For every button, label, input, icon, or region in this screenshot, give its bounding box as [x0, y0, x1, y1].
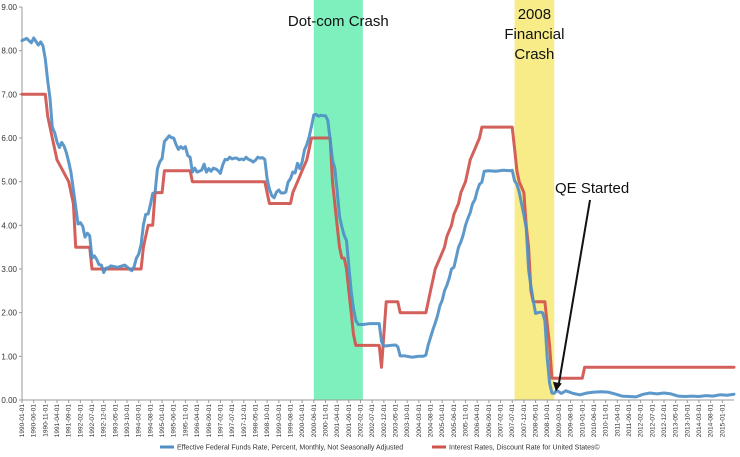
- axes: [19, 6, 734, 403]
- x-tick-label: 1995-11-01: [182, 404, 189, 437]
- x-tick-label: 2009-03-01: [556, 404, 563, 438]
- x-tick-label: 2013-10-01: [684, 404, 691, 438]
- x-tick-label: 1995-01-01: [159, 404, 166, 438]
- x-tick-label: 2010-11-01: [603, 404, 610, 437]
- x-tick-label: 1997-02-01: [217, 404, 224, 438]
- x-tick-label: 2000-11-01: [322, 404, 329, 437]
- x-tick-label: 2001-04-01: [334, 404, 341, 438]
- x-tick-label: 1992-12-01: [101, 404, 108, 438]
- x-tick-label: 2006-04-01: [474, 404, 481, 438]
- y-tick-label: 0.00: [1, 396, 17, 405]
- legend-label-2: Interest Rates, Discount Rate for United…: [449, 444, 601, 452]
- x-tick-labels: 1990-01-01 1990-06-01 1990-11-01 1991-04-01…: [19, 404, 726, 438]
- x-tick-label: 2003-05-01: [393, 404, 400, 438]
- y-tick-label: 9.00: [1, 3, 17, 12]
- x-tick-label: 2003-10-01: [404, 404, 411, 438]
- x-tick-label: 1990-11-01: [42, 404, 49, 437]
- x-tick-label: 1997-12-01: [241, 404, 248, 438]
- x-tick-label: 2009-08-01: [568, 404, 575, 438]
- x-tick-label: 1998-10-01: [264, 404, 271, 438]
- x-tick-label: 2005-11-01: [463, 404, 470, 437]
- annotation-arrow-line: [557, 199, 591, 384]
- series-line-2: [20, 92, 736, 380]
- x-tick-label: 2002-12-01: [381, 404, 388, 438]
- x-tick-label: 1999-08-01: [287, 404, 294, 438]
- x-tick-label: 2007-12-01: [521, 404, 528, 438]
- x-tick-label: 1992-02-01: [77, 404, 84, 438]
- x-tick-label: 2011-09-01: [626, 404, 633, 437]
- x-tick-label: 1993-10-01: [124, 404, 131, 438]
- y-tick-label: 7.00: [1, 90, 17, 99]
- x-tick-label: 1997-07-01: [229, 404, 236, 438]
- x-tick-label: 2012-07-01: [649, 404, 656, 438]
- y-tick-label: 2.00: [1, 309, 17, 318]
- x-tick-label: 1994-03-01: [136, 404, 143, 438]
- x-tick-label: 2012-12-01: [661, 404, 668, 438]
- band-label-1: Dot-com Crash: [288, 13, 389, 30]
- series-lines: [20, 36, 736, 399]
- band-label-2-line-1: 2008: [518, 6, 551, 23]
- y-tick-label: 8.00: [1, 47, 17, 56]
- x-tick-label: 1994-08-01: [147, 404, 154, 438]
- x-tick-label: 2000-01-01: [299, 404, 306, 438]
- legend-label-1: Effective Federal Funds Rate, Percent, M…: [177, 445, 403, 452]
- x-tick-label: 1998-05-01: [252, 404, 259, 438]
- x-tick-label: 2015-01-01: [719, 404, 726, 438]
- x-tick-label: 2005-06-01: [451, 404, 458, 438]
- x-tick-label: 1991-04-01: [54, 404, 61, 438]
- x-tick-label: 2004-08-01: [428, 404, 435, 438]
- x-tick-label: 2008-05-01: [533, 404, 540, 438]
- annotation-arrow-head: [552, 381, 562, 392]
- x-tick-label: 1991-09-01: [66, 404, 73, 438]
- series-line-1: [20, 36, 736, 399]
- x-tick-label: 2007-02-01: [498, 404, 505, 438]
- x-tick-label: 1996-09-01: [206, 404, 213, 438]
- x-tick-label: 2010-01-01: [579, 404, 586, 438]
- x-tick-label: 1990-01-01: [19, 404, 26, 438]
- x-tick-label: 1993-05-01: [112, 404, 119, 438]
- annotation-qe-started: QE Started: [555, 180, 629, 197]
- x-tick-label: 2008-10-01: [544, 404, 551, 438]
- x-tick-label: 1990-06-01: [31, 404, 38, 438]
- x-tick-label: 2007-07-01: [509, 404, 516, 438]
- x-tick-label: 2002-02-01: [357, 404, 364, 438]
- band-label-2-line-2: Financial: [504, 26, 564, 43]
- legend: Effective Federal Funds Rate, Percent, M…: [160, 444, 601, 452]
- x-tick-label: 2013-05-01: [673, 404, 680, 438]
- band-label-2-line-3: Crash: [514, 46, 554, 63]
- x-tick-label: 2005-01-01: [439, 404, 446, 438]
- y-tick-label: 1.00: [1, 352, 17, 361]
- x-tick-label: 1996-04-01: [194, 404, 201, 438]
- y-tick-label: 3.00: [1, 265, 17, 274]
- x-tick-label: 2014-03-01: [696, 404, 703, 438]
- x-tick-label: 2001-09-01: [346, 404, 353, 438]
- x-tick-label: 2012-02-01: [638, 404, 645, 438]
- y-tick-label: 5.00: [1, 178, 17, 187]
- x-tick-label: 2006-09-01: [486, 404, 493, 438]
- x-tick-label: 2002-07-01: [369, 404, 376, 438]
- annotations: Dot-com Crash 2008 Financial Crash QE Starte…: [288, 6, 629, 392]
- x-tick-label: 1992-07-01: [89, 404, 96, 438]
- x-tick-label: 1995-06-01: [171, 404, 178, 438]
- y-tick-label: 4.00: [1, 221, 17, 230]
- x-tick-label: 2004-03-01: [416, 404, 423, 438]
- x-tick-label: 2010-06-01: [591, 404, 598, 438]
- x-tick-label: 2011-04-01: [614, 404, 621, 437]
- x-tick-label: 2014-08-01: [708, 404, 715, 438]
- y-tick-labels: 0.00 1.00 2.00 3.00 4.00 5.00 6.00 7.00 8.00 9.00: [1, 3, 17, 405]
- highlight-bands: [313, 0, 555, 400]
- y-tick-label: 6.00: [1, 134, 17, 143]
- x-tick-label: 2000-06-01: [311, 404, 318, 438]
- x-tick-label: 1999-03-01: [276, 404, 283, 438]
